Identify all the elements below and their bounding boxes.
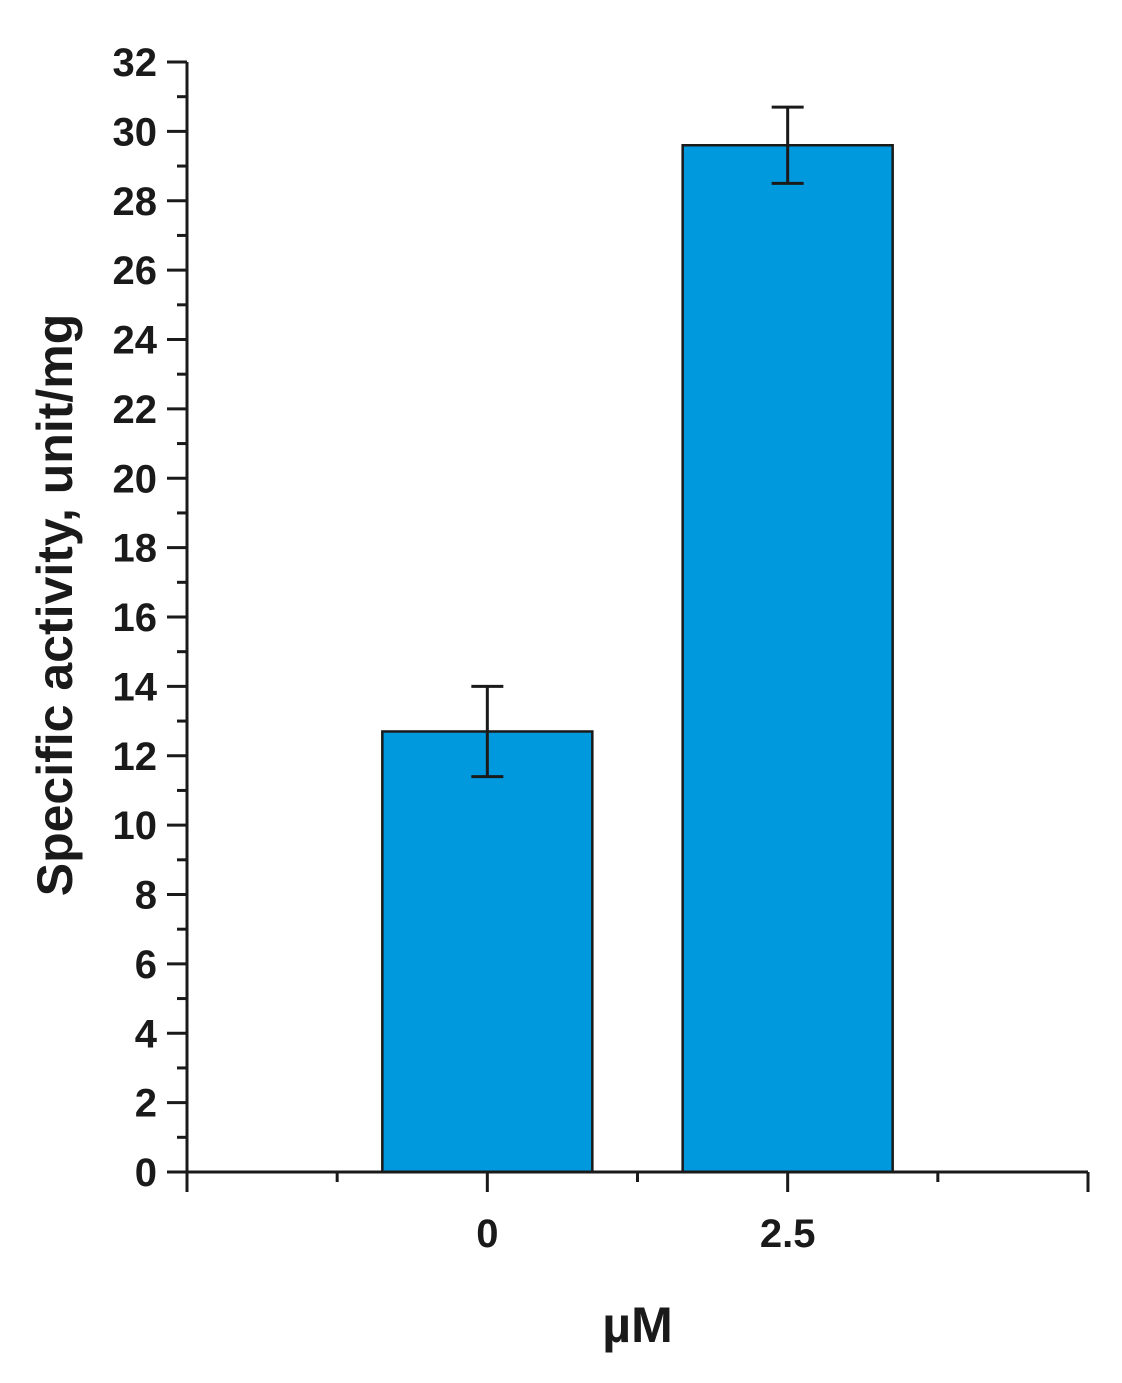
- y-tick-label: 6: [135, 943, 157, 987]
- bar: [681, 144, 894, 1174]
- y-axis-title: Specific activity, unit/mg: [27, 314, 83, 897]
- y-tick-label: 18: [113, 527, 158, 571]
- y-tick-label: 20: [113, 457, 158, 501]
- x-ticks: 0 2.5: [185, 1172, 1090, 1256]
- y-tick-label: 12: [113, 735, 158, 779]
- y-tick-label: 0: [135, 1151, 157, 1195]
- bar: [381, 730, 594, 1174]
- y-tick-label: 2: [135, 1082, 157, 1126]
- y-tick-label: 32: [113, 41, 158, 85]
- y-tick-label: 10: [113, 804, 158, 848]
- y-tick-label: 22: [113, 388, 158, 432]
- y-tick-label: 4: [135, 1012, 158, 1056]
- y-tick-label: 30: [113, 110, 158, 154]
- y-tick-label: 28: [113, 180, 158, 224]
- x-axis-title: µM: [602, 1297, 672, 1353]
- y-tick-label: 16: [113, 596, 158, 640]
- x-tick-label: 2.5: [760, 1212, 816, 1256]
- y-tick-label: 26: [113, 249, 158, 293]
- error-bars-layer: [471, 105, 804, 779]
- x-tick-label: 0: [476, 1212, 498, 1256]
- y-tick-label: 8: [135, 874, 157, 918]
- bars-layer: [381, 144, 894, 1174]
- y-tick-label: 14: [113, 665, 158, 709]
- axes-layer: [185, 62, 1088, 1174]
- y-tick-label: 24: [113, 319, 158, 363]
